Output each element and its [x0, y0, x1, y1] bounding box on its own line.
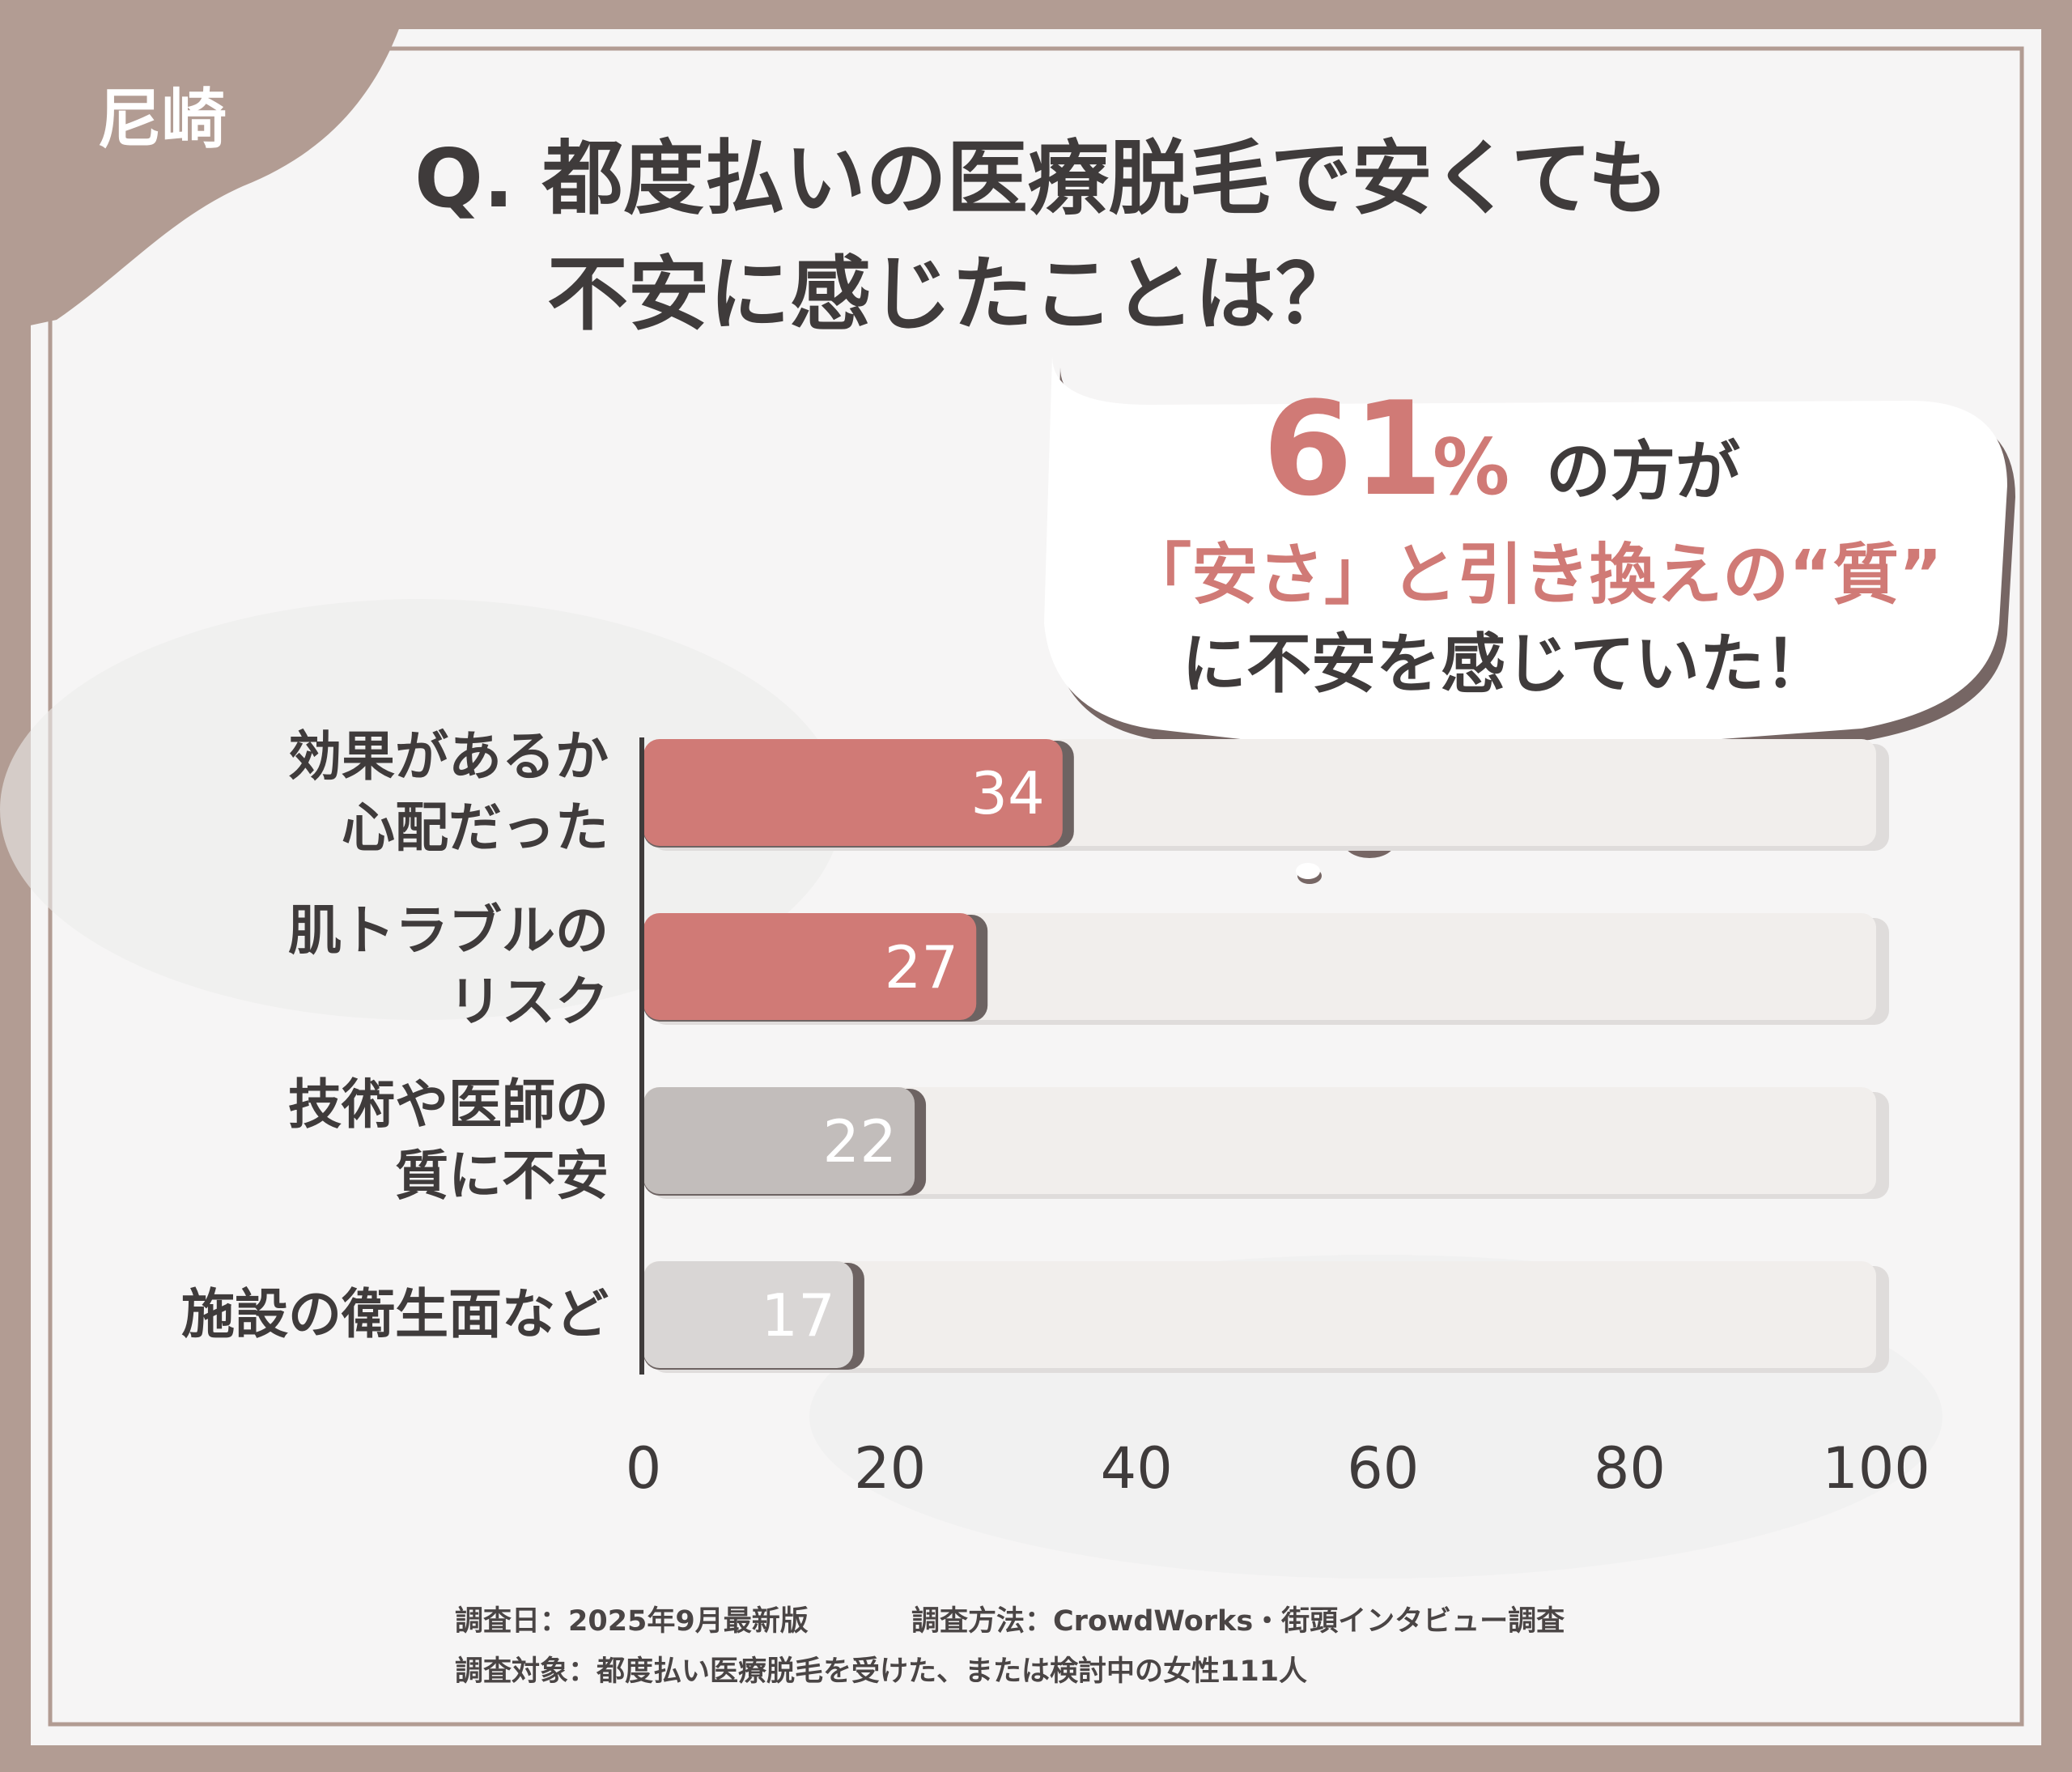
callout-percent: 61 — [1263, 373, 1443, 525]
location-badge: 尼崎 — [97, 82, 227, 157]
question-title-line1: Q. 都度払いの医療脱毛で安くても — [414, 131, 1669, 226]
bubble-dot-small — [1296, 863, 1320, 879]
category-label: 施設の衛生面など — [181, 1283, 609, 1345]
x-tick-label: 100 — [1822, 1435, 1930, 1502]
question-title-line2: 不安に感じたことは？ — [547, 247, 1357, 342]
speech-bubble: 61 % の方が 「安さ」と引き換えの“質” に不安を感じていた！ — [1044, 356, 2015, 884]
category-label: リスク — [448, 971, 609, 1033]
bar — [643, 1261, 853, 1368]
speech-bubble-body — [1044, 356, 2007, 797]
bg-shade — [0, 599, 842, 1020]
x-tick-label: 60 — [1347, 1435, 1419, 1502]
corner-badge-shape — [0, 0, 409, 332]
footer-method: 調査方法：CrowdWorks・街頭インタビュー調査 — [911, 1605, 1565, 1638]
callout-suffix: の方が — [1546, 434, 1740, 509]
category-label: 心配だった — [342, 797, 609, 859]
bar-value-label: 27 — [885, 933, 959, 1001]
category-label: 肌トラブルの — [288, 899, 609, 962]
x-tick-label: 20 — [854, 1435, 926, 1502]
bar-track — [643, 1261, 1876, 1368]
bar — [643, 739, 1063, 846]
callout-line3: に不安を感じていた！ — [1182, 627, 1829, 702]
footer-date: 調査日：2025年9月最新版 — [455, 1605, 809, 1638]
bar-value-label: 22 — [822, 1107, 897, 1175]
x-tick-label: 0 — [626, 1435, 662, 1502]
x-tick-label: 40 — [1101, 1435, 1173, 1502]
bar-track — [643, 1087, 1876, 1194]
category-label: 技術や医師の — [288, 1073, 609, 1136]
callout-line2: 「安さ」と引き換えの“質” — [1125, 537, 1942, 614]
x-tick-label: 80 — [1594, 1435, 1666, 1502]
bar-value-label: 34 — [970, 759, 1045, 827]
footer-target: 調査対象：都度払い医療脱毛を受けた、または検討中の女性111人 — [455, 1655, 1307, 1688]
callout-percent-sign: % — [1433, 423, 1509, 512]
bar-value-label: 17 — [761, 1281, 835, 1349]
category-label: 効果があるか — [288, 725, 609, 788]
category-label: 質に不安 — [395, 1145, 609, 1207]
bar — [643, 1087, 915, 1194]
bar — [643, 913, 977, 1020]
